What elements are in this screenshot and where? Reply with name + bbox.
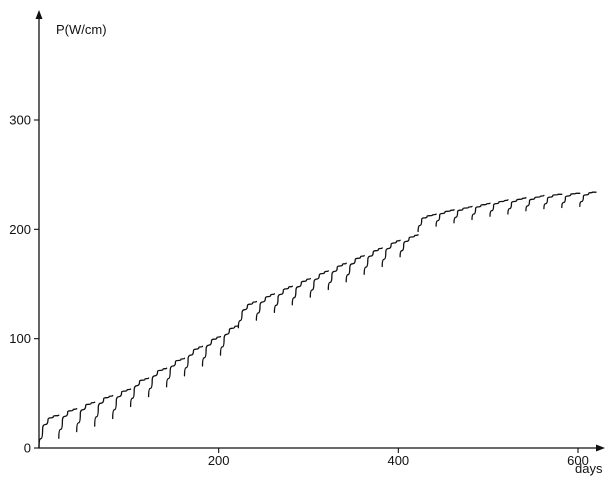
cycle-segment [507,196,527,215]
cycle-segment [489,199,509,217]
y-tick-label: 200 [9,222,31,237]
x-ticks: 200 400 600 [208,448,589,468]
cycle-segment [38,414,60,449]
y-tick-label: 100 [9,331,31,346]
x-tick-label: 600 [567,453,589,468]
y-axis-arrow [35,10,43,19]
cycle-segment [112,388,132,420]
cycle-segment [309,270,329,298]
cycle-segment [94,394,114,427]
cycle-segment [435,209,455,227]
x-tick-label: 200 [208,453,230,468]
cycle-segment [381,239,401,268]
cycle-segment [525,194,545,212]
cycle-segment [363,247,383,275]
cycle-segment [165,357,186,388]
cycle-segment [219,324,240,356]
cycle-segment [273,285,293,314]
x-axis-arrow [596,444,605,452]
cycle-segment [399,234,419,258]
cycle-segment [417,213,437,233]
cycle-segment [147,367,168,398]
plot-area [38,191,597,449]
y-tick-label: 0 [24,441,31,456]
x-tick-label: 400 [387,453,409,468]
cycle-segment [291,277,311,306]
y-tick-label: 300 [9,113,31,128]
x-axis-label: days [575,461,603,476]
cycle-segment [579,191,597,208]
cycle-segment [543,193,563,210]
cycle-segment [561,192,581,209]
cycle-segment [129,377,150,408]
y-axis-label: P(W/cm) [56,22,107,37]
cycle-segment [201,335,222,367]
y-ticks: 0 100 200 300 [9,113,39,456]
cycle-segment [237,300,258,329]
axes: P(W/cm) days [35,10,605,476]
cycle-segment [76,401,96,433]
cycle-segment [58,407,78,439]
cycle-segment [471,202,491,221]
cycle-segment [453,205,473,224]
cycle-segment [183,345,204,377]
cycle-segment [255,293,276,321]
cycle-segment [345,254,365,283]
cycle-segment [327,262,347,291]
